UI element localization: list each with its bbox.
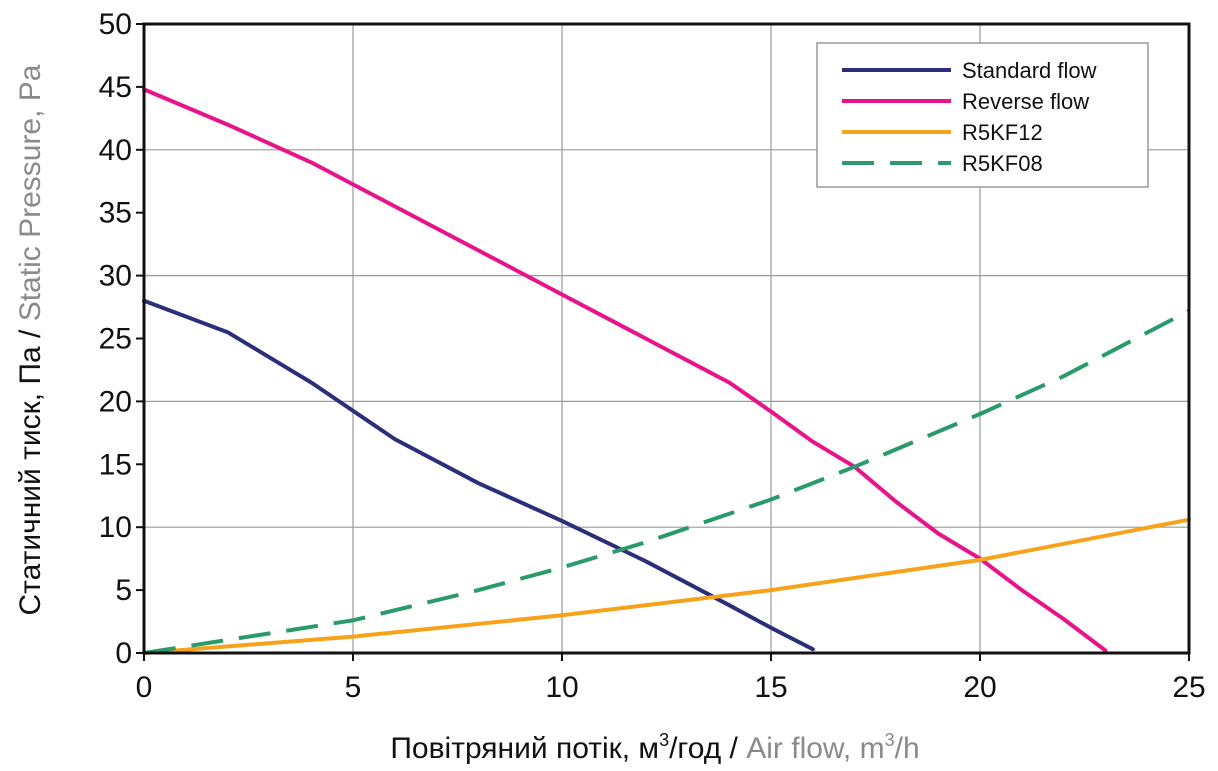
x-tick-label: 0	[136, 671, 153, 704]
x-tick-label: 15	[754, 671, 787, 704]
series-line-r5kf12	[142, 517, 1191, 655]
y-axis-title: Статичний тиск, Па / Static Pressure, Pa	[14, 64, 47, 615]
y-tick-label: 30	[99, 260, 132, 293]
y-tick-label: 25	[99, 323, 132, 356]
y-tick-label: 45	[99, 71, 132, 104]
y-tick-label: 20	[99, 385, 132, 418]
axis-ticks: 0 5 10 15 20 25 0 5 10 15 20 25 30 35 40 45 50	[99, 8, 1206, 704]
legend-label: Reverse flow	[962, 89, 1089, 114]
x-tick-label: 5	[345, 671, 362, 704]
y-tick-label: 40	[99, 134, 132, 167]
legend-label: R5KF12	[962, 120, 1043, 145]
y-tick-label: 5	[115, 574, 132, 607]
x-tick-label: 25	[1172, 671, 1205, 704]
y-tick-label: 0	[115, 637, 132, 670]
x-tick-label: 10	[545, 671, 578, 704]
series-line-reverse-flow	[142, 87, 1108, 653]
y-tick-label: 15	[99, 448, 132, 481]
x-tick-label: 20	[963, 671, 996, 704]
series-line-standard-flow	[142, 298, 815, 652]
y-tick-label: 50	[99, 8, 132, 41]
y-tick-label: 35	[99, 197, 132, 230]
y-tick-label: 10	[99, 511, 132, 544]
x-axis-title: Повітряний потік, м3/год / Air flow, m3/…	[390, 730, 919, 765]
series-line-r5kf08	[143, 309, 1190, 655]
series-lines	[142, 87, 1191, 655]
legend-label: Standard flow	[962, 58, 1097, 83]
legend: Standard flow Reverse flow R5KF12 R5KF08	[816, 42, 1149, 188]
legend-label: R5KF08	[962, 151, 1043, 176]
